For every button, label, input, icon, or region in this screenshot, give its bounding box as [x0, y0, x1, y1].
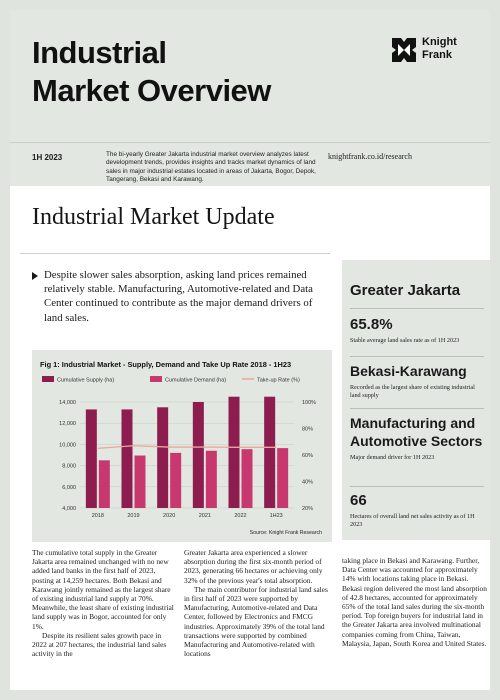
y2-tick-label: 20%: [302, 506, 313, 512]
report-period: 1H 2023: [32, 153, 63, 162]
body-column-1: The cumulative total supply in the Great…: [32, 548, 176, 658]
website-link[interactable]: knightfrank.co.id/research: [328, 152, 412, 161]
section-title: Industrial Market Update: [32, 204, 275, 230]
stat-description: Stable average land sales rate as of 1H …: [350, 337, 460, 344]
body-column-2: Greater Jakarta area experienced a slowe…: [184, 548, 328, 658]
x-tick-label: 2021: [199, 513, 211, 519]
report-header: Industrial Market Overview Knight Frank: [10, 10, 490, 142]
highlight-text: Despite slower sales absorption, asking …: [44, 269, 313, 324]
legend-label: Take-up Rate (%): [257, 378, 300, 384]
knight-frank-logo: Knight Frank: [392, 34, 472, 68]
bar-supply-1H23: [264, 396, 276, 508]
divider: [350, 486, 484, 487]
y2-tick-label: 80%: [302, 427, 313, 433]
bar-demand-2022: [241, 449, 253, 508]
line-takeup-rate: [97, 445, 277, 450]
x-tick-label: 2018: [92, 513, 104, 519]
legend-swatch-1: [150, 376, 162, 382]
stat-heading: Bekasi-Karawang: [350, 363, 467, 379]
body-paragraph: Despite its resilient sales growth pace …: [32, 630, 167, 659]
bar-demand-2021: [205, 450, 217, 508]
x-tick-label: 2022: [234, 513, 246, 519]
y-tick-label: 6,000: [62, 485, 76, 491]
bar-demand-2018: [98, 460, 110, 508]
divider: [350, 308, 484, 309]
body-paragraph: Greater Jakarta area experienced a slowe…: [184, 548, 323, 585]
stat-demand-driver: Manufacturing and Automotive Sectors Maj…: [350, 414, 484, 462]
divider: [20, 253, 330, 254]
legend-label: Cumulative Supply (ha): [57, 378, 114, 384]
report-subheader: 1H 2023 The bi-yearly Greater Jakarta in…: [10, 142, 490, 186]
y-tick-label: 10,000: [59, 442, 76, 448]
report-title-line2: Market Overview: [32, 73, 271, 108]
bullet-triangle-icon: [32, 272, 38, 280]
bar-demand-1H23: [277, 448, 289, 508]
divider: [350, 408, 484, 409]
stat-description: Hectares of overall land net sales activ…: [350, 513, 475, 528]
stat-value: 65.8%: [350, 316, 393, 333]
bar-demand-2020: [170, 452, 182, 508]
knight-frank-logo-icon: [392, 38, 416, 62]
y-tick-label: 8,000: [62, 464, 76, 470]
stat-largest-supply: Bekasi-Karawang Recorded as the largest …: [350, 362, 484, 400]
key-stats-sidebar: Greater Jakarta 65.8% Stable average lan…: [342, 260, 490, 540]
stat-heading: Manufacturing and Automotive Sectors: [350, 415, 483, 449]
chart-title: Fig 1: Industrial Market - Supply, Deman…: [40, 360, 292, 369]
bar-supply-2019: [121, 409, 133, 508]
y-tick-label: 12,000: [59, 421, 76, 427]
y-tick-label: 14,000: [59, 400, 76, 406]
bar-supply-2021: [192, 402, 204, 508]
bar-supply-2018: [85, 409, 97, 508]
report-page: Industrial Market Overview Knight Frank …: [10, 10, 490, 690]
stat-region-title: Greater Jakarta: [350, 282, 461, 299]
body-paragraph: The main contributor for industrial land…: [184, 584, 328, 659]
stat-region: Greater Jakarta: [350, 282, 484, 300]
body-column-3: taking place in Bekasi and Karawang. Fur…: [342, 556, 488, 648]
chart-canvas: Cumulative Supply (ha) Cumulative Demand …: [42, 376, 316, 519]
y2-tick-label: 60%: [302, 453, 313, 459]
stat-description: Recorded as the largest share of existin…: [350, 384, 475, 399]
report-title: Industrial Market Overview: [32, 34, 271, 110]
y-tick-label: 4,000: [62, 506, 76, 512]
report-intro: The bi-yearly Greater Jakarta industrial…: [106, 151, 316, 184]
logo-wordmark: Knight Frank: [422, 36, 457, 61]
highlight-statement: Despite slower sales absorption, asking …: [32, 268, 332, 325]
legend-label: Cumulative Demand (ha): [165, 378, 226, 384]
stat-land-sales-rate: 65.8% Stable average land sales rate as …: [350, 316, 484, 345]
stat-description: Major demand driver for 1H 2023: [350, 454, 435, 461]
supply-demand-chart: Fig 1: Industrial Market - Supply, Deman…: [32, 350, 332, 542]
legend-swatch-0: [42, 376, 54, 382]
chart-source: Source: Knight Frank Research: [249, 530, 322, 536]
x-tick-label: 2020: [163, 513, 175, 519]
bar-demand-2019: [134, 455, 146, 508]
stat-value: 66: [350, 492, 367, 509]
stat-net-sales: 66 Hectares of overall land net sales ac…: [350, 492, 484, 529]
x-tick-label: 2019: [127, 513, 139, 519]
y2-tick-label: 100%: [302, 400, 316, 406]
report-title-line1: Industrial: [32, 35, 167, 70]
bar-supply-2022: [228, 396, 240, 508]
body-paragraph: taking place in Bekasi and Karawang. Fur…: [342, 556, 487, 648]
x-tick-label: 1H23: [270, 513, 283, 519]
y2-tick-label: 40%: [302, 480, 313, 486]
bar-supply-2020: [157, 407, 169, 508]
divider: [350, 356, 484, 357]
body-paragraph: The cumulative total supply in the Great…: [32, 548, 174, 631]
